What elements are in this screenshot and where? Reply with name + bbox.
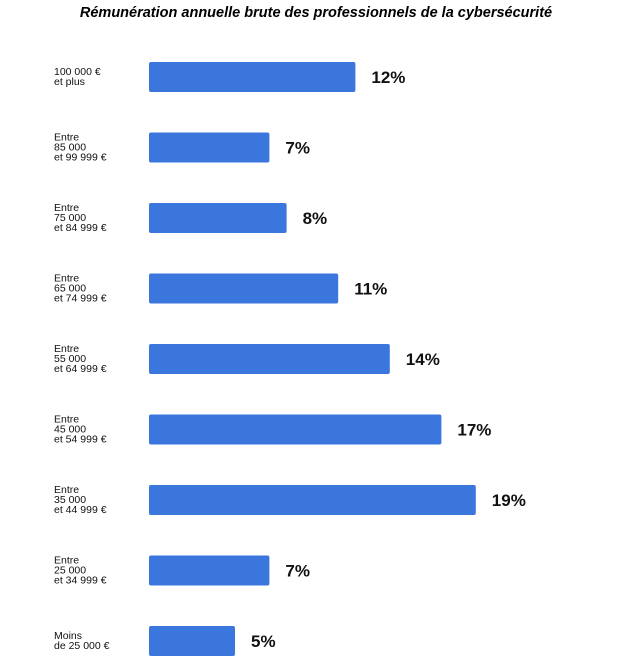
value-label: 14%	[406, 350, 440, 369]
category-label: Entre 25 000 et 34 999 €	[54, 555, 107, 587]
value-label: 7%	[285, 562, 310, 581]
value-label: 19%	[492, 491, 526, 510]
category-label: Entre 35 000 et 44 999 €	[54, 484, 107, 516]
category-label: Moins de 25 000 €	[54, 630, 110, 652]
bar	[149, 273, 339, 304]
category-label: Entre 65 000 et 74 999 €	[54, 273, 107, 305]
category-label: Entre 55 000 et 64 999 €	[54, 343, 107, 375]
bar	[149, 203, 287, 233]
category-label: Entre 45 000 et 54 999 €	[54, 414, 107, 446]
value-label: 11%	[354, 280, 387, 299]
bar	[149, 132, 270, 163]
value-label: 17%	[457, 421, 491, 440]
category-label: Entre 85 000 et 99 999 €	[54, 132, 107, 164]
bar	[149, 344, 390, 374]
value-label: 12%	[371, 68, 405, 87]
bar	[149, 555, 270, 586]
value-label: 5%	[251, 632, 276, 651]
bar	[149, 414, 442, 445]
value-label: 7%	[285, 139, 310, 158]
category-label: 100 000 € et plus	[54, 66, 101, 88]
value-label: 8%	[303, 209, 328, 228]
category-label: Entre 75 000 et 84 999 €	[54, 202, 107, 234]
bar	[149, 626, 235, 656]
chart-title: Rémunération annuelle brute des professi…	[79, 5, 553, 21]
bar	[149, 485, 476, 515]
bar	[149, 62, 356, 92]
